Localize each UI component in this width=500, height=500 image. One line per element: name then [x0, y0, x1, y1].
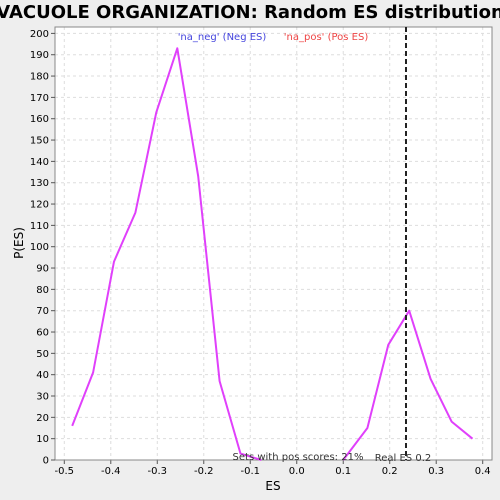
y-tick-label: 190 — [30, 50, 49, 61]
y-tick-label: 80 — [36, 285, 49, 296]
y-tick-label: 150 — [30, 136, 49, 147]
x-tick-label: 0.4 — [475, 466, 491, 477]
y-tick-label: 200 — [30, 29, 49, 40]
real-es-label: Real ES 0.2 — [375, 453, 431, 464]
legend-pos-es: 'na_pos' (Pos ES) — [284, 32, 369, 43]
y-tick-label: 50 — [36, 349, 49, 360]
y-tick-label: 90 — [36, 264, 49, 275]
y-tick-label: 160 — [30, 114, 49, 125]
y-tick-label: 110 — [30, 221, 49, 232]
y-tick-label: 30 — [36, 392, 49, 403]
x-tick-label: 0.3 — [428, 466, 444, 477]
x-tick-label: 0.1 — [335, 466, 351, 477]
chart-title: VACUOLE ORGANIZATION: Random ES distribu… — [0, 2, 500, 23]
y-tick-label: 20 — [36, 413, 49, 424]
legend-neg-es: 'na_neg' (Neg ES) — [178, 32, 267, 43]
x-tick-label: 0.0 — [289, 466, 305, 477]
x-axis-label: ES — [265, 479, 280, 493]
y-tick-label: 140 — [30, 157, 49, 168]
y-tick-label: 0 — [43, 456, 49, 467]
plot-border — [54, 26, 493, 461]
y-axis: 0 10 20 30 40 50 60 70 80 90 100 110 120 130 140 150 160… — [30, 29, 55, 467]
x-axis: -0.5 -0.4 -0.3 -0.2 -0.1 0.0 0.1 0.2 0.3 0.4 — [54, 26, 493, 477]
neg-es-series-line — [71, 47, 262, 461]
y-tick-label: 100 — [30, 242, 49, 253]
x-tick-label: -0.1 — [240, 466, 260, 477]
series-lines — [71, 47, 474, 461]
y-tick-label: 60 — [36, 328, 49, 339]
y-tick-label: 70 — [36, 306, 49, 317]
x-tick-label: -0.3 — [148, 466, 168, 477]
y-tick-label: 170 — [30, 93, 49, 104]
y-tick-label: 10 — [36, 434, 49, 445]
y-tick-label: 180 — [30, 72, 49, 83]
y-tick-label: 40 — [36, 370, 49, 381]
y-tick-label: 130 — [30, 178, 49, 189]
x-tick-label: -0.2 — [194, 466, 214, 477]
x-tick-label: -0.4 — [101, 466, 121, 477]
x-tick-label: 0.2 — [382, 466, 398, 477]
y-axis-label: P(ES) — [12, 227, 26, 259]
x-tick-label: -0.5 — [55, 466, 75, 477]
pos-scores-annotation: Sets with pos scores: 21% — [233, 452, 364, 463]
y-tick-label: 120 — [30, 200, 49, 211]
plot-area — [55, 27, 492, 460]
pos-es-series-line — [342, 309, 474, 461]
